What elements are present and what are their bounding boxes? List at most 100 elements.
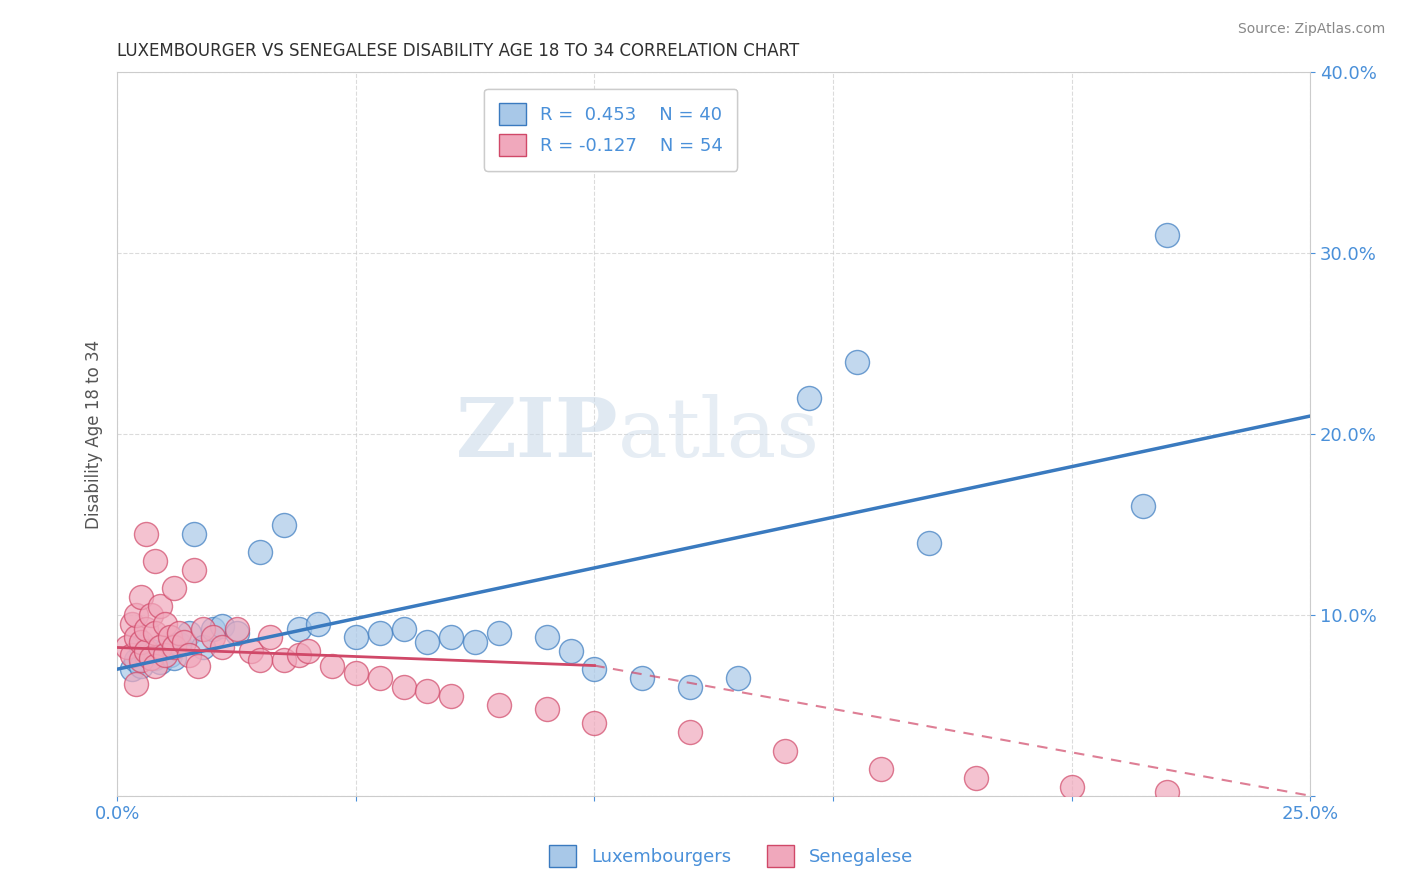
Point <box>239 644 262 658</box>
Point <box>321 658 343 673</box>
Point <box>249 653 271 667</box>
Point <box>799 391 821 405</box>
Point <box>125 653 148 667</box>
Point <box>287 623 309 637</box>
Point <box>775 743 797 757</box>
Y-axis label: Disability Age 18 to 34: Disability Age 18 to 34 <box>86 340 103 529</box>
Legend: Luxembourgers, Senegalese: Luxembourgers, Senegalese <box>543 838 920 874</box>
Point <box>297 644 319 658</box>
Point <box>1156 228 1178 243</box>
Point <box>249 544 271 558</box>
Point <box>307 617 329 632</box>
Point <box>125 630 148 644</box>
Point <box>368 671 391 685</box>
Point <box>1132 500 1154 514</box>
Point <box>488 626 510 640</box>
Point <box>159 648 181 662</box>
Point <box>135 526 157 541</box>
Point <box>163 581 186 595</box>
Point <box>167 626 190 640</box>
Point <box>727 671 749 685</box>
Point <box>125 676 148 690</box>
Point <box>536 630 558 644</box>
Point <box>121 617 143 632</box>
Text: atlas: atlas <box>619 394 821 474</box>
Point <box>191 623 214 637</box>
Point <box>259 630 281 644</box>
Text: Source: ZipAtlas.com: Source: ZipAtlas.com <box>1237 22 1385 37</box>
Point <box>145 651 167 665</box>
Point <box>177 626 200 640</box>
Point <box>145 626 167 640</box>
Point <box>201 623 224 637</box>
Point <box>139 651 162 665</box>
Point <box>464 635 486 649</box>
Point <box>965 771 987 785</box>
Point <box>149 599 172 613</box>
Legend: R =  0.453    N = 40, R = -0.127    N = 54: R = 0.453 N = 40, R = -0.127 N = 54 <box>484 88 738 170</box>
Point <box>583 662 606 676</box>
Point <box>135 648 157 662</box>
Point <box>1156 785 1178 799</box>
Point <box>135 623 157 637</box>
Point <box>129 635 152 649</box>
Point <box>440 690 463 704</box>
Point <box>121 648 143 662</box>
Point <box>225 626 247 640</box>
Point <box>631 671 654 685</box>
Point <box>159 630 181 644</box>
Point <box>191 640 214 655</box>
Point <box>1060 780 1083 794</box>
Point <box>560 644 582 658</box>
Point <box>129 653 152 667</box>
Point <box>211 640 233 655</box>
Point <box>917 535 939 549</box>
Point <box>416 684 439 698</box>
Point <box>135 644 157 658</box>
Point <box>273 517 295 532</box>
Point <box>177 648 200 662</box>
Point <box>368 626 391 640</box>
Point <box>211 619 233 633</box>
Point <box>149 640 172 655</box>
Point <box>125 607 148 622</box>
Point <box>392 623 415 637</box>
Point <box>139 607 162 622</box>
Point <box>488 698 510 713</box>
Point <box>153 644 176 658</box>
Text: LUXEMBOURGER VS SENEGALESE DISABILITY AGE 18 TO 34 CORRELATION CHART: LUXEMBOURGER VS SENEGALESE DISABILITY AG… <box>117 42 800 60</box>
Point <box>679 680 702 694</box>
Point <box>163 651 186 665</box>
Point <box>536 702 558 716</box>
Point <box>344 665 367 680</box>
Point <box>344 630 367 644</box>
Point <box>129 658 152 673</box>
Point <box>201 630 224 644</box>
Point <box>845 355 868 369</box>
Point <box>167 637 190 651</box>
Point <box>129 640 152 655</box>
Point <box>139 644 162 658</box>
Point <box>225 623 247 637</box>
Point <box>440 630 463 644</box>
Point <box>163 640 186 655</box>
Point <box>129 590 152 604</box>
Point <box>183 563 205 577</box>
Point <box>153 648 176 662</box>
Point <box>287 648 309 662</box>
Point <box>273 653 295 667</box>
Point <box>183 526 205 541</box>
Point <box>121 662 143 676</box>
Point <box>392 680 415 694</box>
Point <box>145 658 167 673</box>
Point <box>173 635 195 649</box>
Point <box>869 762 891 776</box>
Point <box>149 655 172 669</box>
Point <box>187 658 209 673</box>
Point <box>153 617 176 632</box>
Point <box>583 716 606 731</box>
Point <box>145 554 167 568</box>
Point <box>679 725 702 739</box>
Point <box>115 640 138 655</box>
Point <box>416 635 439 649</box>
